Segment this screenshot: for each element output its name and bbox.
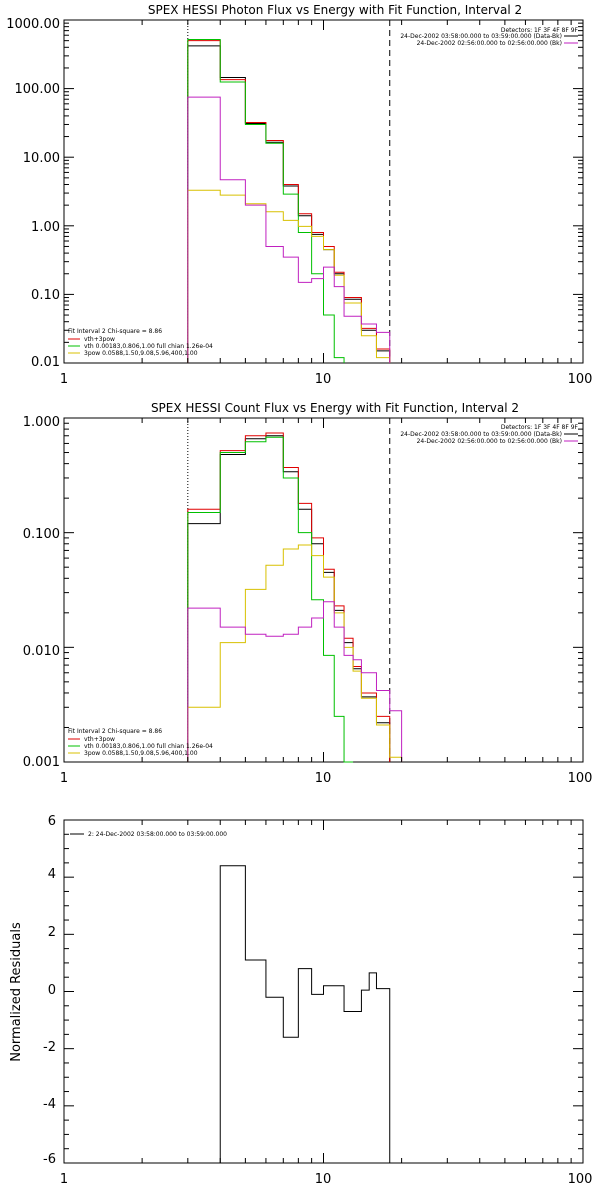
residuals-series: [187, 865, 391, 1164]
count-series-0-step-line: [187, 435, 391, 762]
photon-xtick-3: 100: [568, 372, 593, 387]
photon-fit-3pow-label: 3pow 0.0588,1.50,9.08,5.96,400,1.00: [84, 350, 198, 357]
photon-ytick-2: 100.00: [15, 82, 61, 97]
count-ytick-1: 1.000: [23, 415, 60, 430]
count-ytick-2: 0.100: [23, 527, 60, 542]
count-flux-ticks: [63, 417, 583, 763]
resid-ytick-2: 4: [48, 867, 56, 882]
count-fit-3pow-label: 3pow 0.0588,1.50,9.08,5.96,400,1.00: [84, 750, 198, 757]
residuals-y-axis-label: Normalized Residuals: [9, 922, 24, 1062]
count-flux-plot-frame: [63, 417, 584, 763]
residuals-ticks: [63, 819, 583, 1164]
count-fit-legend: Fit Interval 2 Chi-square = 8.86 vth+3po…: [68, 728, 213, 757]
residuals-legend-label: 2: 24-Dec-2002 03:58:00.000 to 03:59:00.…: [88, 831, 227, 838]
photon-fit-legend: Fit Interval 2 Chi-square = 8.86 vth+3po…: [68, 328, 213, 357]
count-top-legend: Detectors: 1F 3F 4F 8F 9F 24-Dec-2002 03…: [400, 424, 578, 445]
count-legend-data-bk-label: 24-Dec-2002 03:58:00.000 to 03:59:00.000…: [400, 431, 562, 438]
count-series-4-step-line: [187, 601, 403, 762]
resid-ytick-5: -2: [43, 1040, 56, 1055]
photon-ytick-1: 1000.00: [6, 17, 60, 32]
photon-ytick-3: 10.00: [23, 151, 60, 166]
resid-ytick-4: 0: [48, 983, 56, 998]
count-legend-bk-label: 24-Dec-2002 02:56:00.000 to 02:56:00.000…: [417, 438, 562, 445]
photon-series-0-step-line: [187, 45, 391, 363]
resid-xtick-2: 10: [315, 1172, 332, 1187]
photon-fit-vth-label: vth 0.00183,0.806,1.00 full chian 1.26e-…: [84, 343, 213, 350]
photon-fit-total-label: vth+3pow: [84, 336, 115, 343]
resid-xtick-3: 100: [568, 1172, 593, 1187]
photon-ytick-6: 0.01: [31, 355, 60, 370]
photon-ytick-5: 0.10: [31, 288, 60, 303]
count-fit-vth-label: vth 0.00183,0.806,1.00 full chian 1.26e-…: [84, 743, 213, 750]
count-series-2-step-line: [187, 436, 354, 763]
count-flux-panel: SPEX HESSI Count Flux vs Energy with Fit…: [23, 401, 593, 786]
count-ytick-3: 0.010: [23, 644, 60, 659]
resid-ytick-7: -6: [43, 1152, 56, 1167]
count-series-3-step-line: [187, 544, 403, 762]
count-ytick-4: 0.001: [23, 755, 60, 770]
photon-flux-title: SPEX HESSI Photon Flux vs Energy with Fi…: [148, 3, 522, 17]
photon-legend-data-bk-label: 24-Dec-2002 03:58:00.000 to 03:59:00.000…: [400, 33, 562, 40]
photon-ytick-4: 1.00: [31, 220, 60, 235]
count-fit-total-label: vth+3pow: [84, 736, 115, 743]
photon-series-4-step-line: [187, 96, 391, 363]
resid-ytick-6: -4: [43, 1097, 56, 1112]
count-flux-series: [187, 418, 403, 763]
residuals-legend: 2: 24-Dec-2002 03:58:00.000 to 03:59:00.…: [70, 831, 227, 838]
photon-series-3-step-line: [187, 189, 391, 363]
photon-flux-series: [187, 20, 391, 363]
resid-ytick-3: 2: [48, 925, 56, 940]
photon-series-1-step-line: [187, 40, 391, 363]
residuals-panel: Normalized Residuals 6 4 2 0 -2 -4 -6 1 …: [9, 814, 592, 1187]
resid-ytick-1: 6: [48, 814, 56, 829]
count-flux-title: SPEX HESSI Count Flux vs Energy with Fit…: [151, 401, 519, 415]
photon-xtick-1: 1: [60, 372, 68, 387]
resid-series-0-step-line: [187, 865, 391, 1164]
count-series-1-step-line: [187, 432, 391, 762]
count-fit-title: Fit Interval 2 Chi-square = 8.86: [68, 728, 162, 735]
photon-flux-panel: SPEX HESSI Photon Flux vs Energy with Fi…: [6, 3, 592, 387]
photon-flux-ticks: [63, 19, 583, 364]
photon-fit-title: Fit Interval 2 Chi-square = 8.86: [68, 328, 162, 335]
count-detectors-label: Detectors: 1F 3F 4F 8F 9F: [501, 424, 579, 431]
photon-xtick-2: 10: [315, 372, 332, 387]
photon-legend-bk-label: 24-Dec-2002 02:56:00.000 to 02:56:00.000…: [417, 40, 562, 47]
photon-top-legend: Detectors: 1F 3F 4F 8F 9F 24-Dec-2002 03…: [400, 27, 578, 47]
photon-series-2-step-line: [187, 38, 345, 363]
photon-detectors-label: Detectors: 1F 3F 4F 8F 9F: [501, 27, 579, 34]
count-xtick-3: 100: [568, 771, 593, 786]
count-xtick-2: 10: [315, 771, 332, 786]
count-xtick-1: 1: [60, 771, 68, 786]
resid-xtick-1: 1: [60, 1172, 68, 1187]
